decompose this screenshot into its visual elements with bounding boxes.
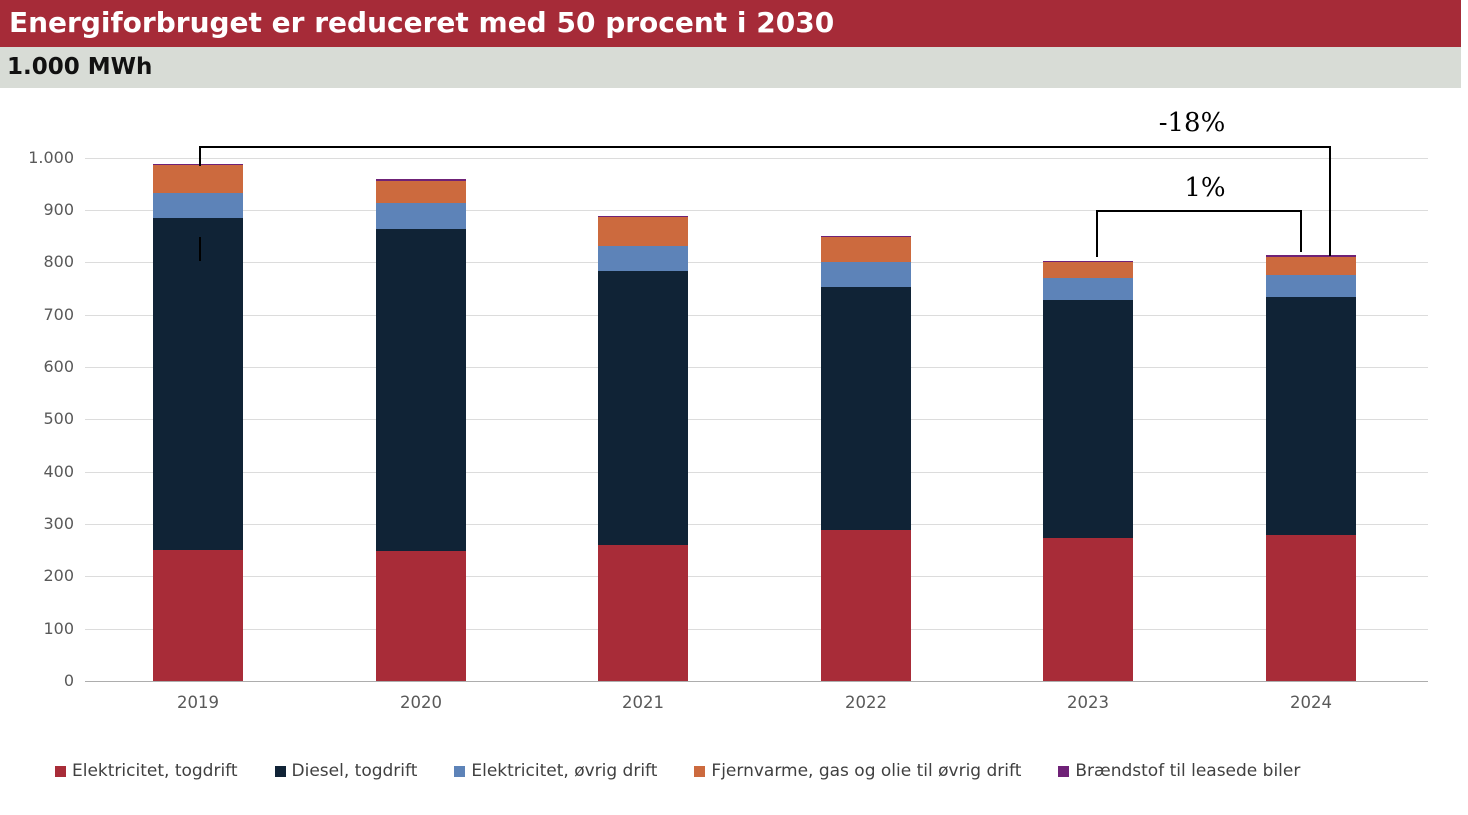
legend-swatch-icon [274,765,286,777]
x-axis-label-2021: 2021 [622,693,664,712]
bar-segment-2024-s2 [1266,274,1356,297]
legend-item-label: Brændstof til leasede biler [1075,761,1301,781]
y-axis-tick-label: 700 [43,305,74,324]
legend-swatch-icon [694,765,706,777]
y-axis-tick-label: 600 [43,357,74,376]
unit-bar: 1.000 MWh [0,47,1461,88]
y-axis-tick-label: 400 [43,462,74,481]
legend-item-2: Elektricitet, øvrig drift [454,761,657,781]
bar-segment-2022-s0 [821,530,911,681]
gridline-800 [85,262,1428,263]
bar-segment-2021-s1 [598,271,688,545]
legend-item-label: Diesel, togdrift [291,761,418,781]
legend-item-label: Elektricitet, togdrift [72,761,238,781]
bar-segment-2019-s2 [153,193,243,219]
annotation-18pct-right-drop-line [1329,146,1331,256]
bar-segment-2023-s3 [1043,261,1133,279]
unit-label: 1.000 MWh [7,54,153,80]
gridline-0 [85,681,1428,682]
annotation-18pct-label: -18% [1158,108,1226,138]
gridline-400 [85,472,1428,473]
bar-segment-2024-s0 [1266,535,1356,681]
bar-segment-2023-s1 [1043,299,1133,538]
gridline-200 [85,576,1428,577]
gridline-300 [85,524,1428,525]
y-axis-tick-label: 900 [43,200,74,219]
gridline-700 [85,315,1428,316]
annotation-1pct-horizontal-line [1096,210,1302,212]
y-axis-tick-label: 200 [43,566,74,585]
bar-segment-2024-s1 [1266,296,1356,536]
bar-segment-2019-s0 [153,550,243,681]
x-axis-label-2020: 2020 [400,693,442,712]
legend-item-0: Elektricitet, togdrift [55,761,238,781]
bar-segment-2022-s1 [821,286,911,531]
bar-segment-2022-s3 [821,236,911,262]
gridline-100 [85,629,1428,630]
gridline-900 [85,210,1428,211]
legend-item-label: Fjernvarme, gas og olie til øvrig drift [711,761,1022,781]
gridline-1.000 [85,158,1428,159]
legend-swatch-icon [55,765,66,777]
annotation-1pct-right-drop-line [1300,210,1302,252]
bar-segment-2024-s4 [1266,254,1356,257]
legend-item-4: Brændstof til leasede biler [1058,761,1300,781]
y-axis-tick-label: 500 [43,409,74,428]
bar-segment-2021-s0 [598,544,688,681]
bar-segment-2020-s4 [376,178,466,181]
annotation-18pct-left-drop-line [199,146,201,166]
bar-segment-2022-s4 [821,235,911,237]
bar-segment-2019-s4 [153,163,243,166]
legend-item-3: Fjernvarme, gas og olie til øvrig drift [694,761,1021,781]
legend-swatch-icon [1058,765,1070,777]
bar-segment-2020-s2 [376,203,466,229]
legend: Elektricitet, togdrift Diesel, togdrift El… [55,761,1300,781]
bar-segment-2023-s2 [1043,278,1133,300]
x-axis-label-2019: 2019 [177,693,219,712]
y-axis-tick-label: 1.000 [28,148,74,167]
bar-segment-2021-s3 [598,217,688,246]
x-axis-label-2024: 2024 [1290,693,1332,712]
legend-item-label: Elektricitet, øvrig drift [471,761,658,781]
gridline-600 [85,367,1428,368]
bar-segment-2019-s1 [153,218,243,551]
bar-segment-2020-s3 [376,180,466,204]
y-axis-tick-label: 100 [43,619,74,638]
bar-segment-2021-s4 [598,216,688,218]
legend-item-1: Diesel, togdrift [274,761,418,781]
annotation-1pct-label: 1% [1184,173,1226,203]
bar-segment-2020-s0 [376,551,466,681]
annotation-18pct-horizontal-line [199,146,1331,148]
title-banner: Energiforbruget er reduceret med 50 proc… [0,0,1461,47]
y-axis-tick-label: 300 [43,514,74,533]
chart-title: Energiforbruget er reduceret med 50 proc… [9,6,835,39]
bar-segment-2019-s3 [153,165,243,194]
y-axis-tick-label: 800 [43,252,74,271]
legend-swatch-icon [454,765,466,777]
bar-segment-2023-s4 [1043,260,1133,262]
annotation-1pct-left-drop-line [1096,210,1098,257]
x-axis-label-2023: 2023 [1067,693,1109,712]
bar-segment-2023-s0 [1043,537,1133,681]
bar-segment-2021-s2 [598,245,688,272]
y-axis-tick-label: 0 [63,671,74,690]
bar-segment-2020-s1 [376,228,466,552]
bar-segment-2022-s2 [821,261,911,287]
gridline-500 [85,419,1428,420]
bar-segment-2024-s3 [1266,256,1356,275]
x-axis-label-2022: 2022 [845,693,887,712]
annotation-18pct-left-inner-tick [199,237,201,261]
